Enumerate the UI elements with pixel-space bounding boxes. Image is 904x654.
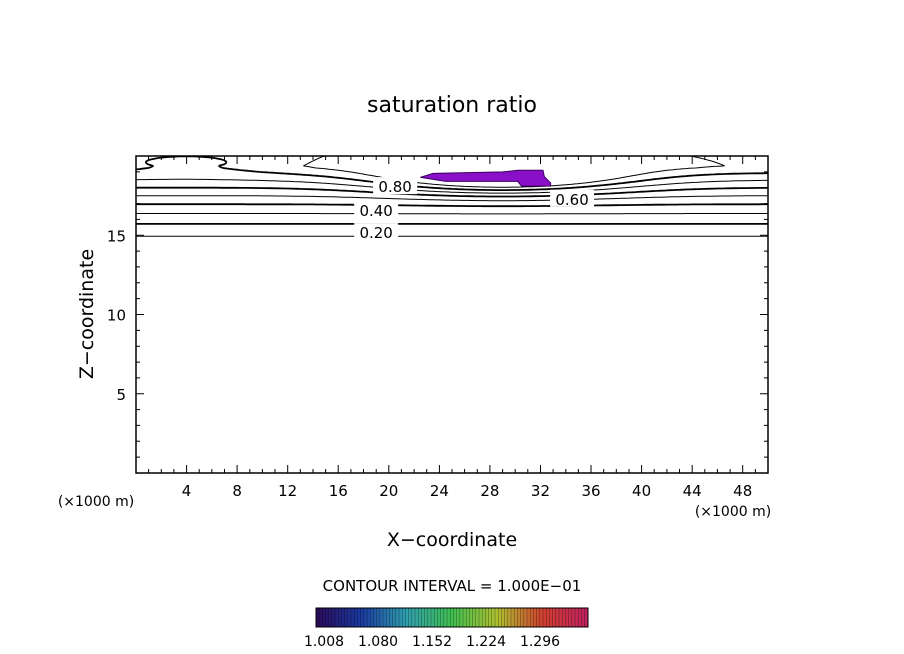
contour-line-8 bbox=[135, 155, 768, 191]
x-tick-label: 40 bbox=[632, 482, 651, 500]
supersaturated-patch bbox=[420, 169, 552, 187]
x-tick-label: 4 bbox=[182, 482, 192, 500]
contour-labels: 0.20 0.40 0.60 0.80 bbox=[354, 177, 595, 242]
colorbar-tick-label: 1.080 bbox=[358, 634, 398, 650]
x-tick-label: 16 bbox=[329, 482, 348, 500]
x-tick-label: 12 bbox=[278, 482, 297, 500]
x-tick-label: 32 bbox=[531, 482, 550, 500]
x-tick-label: 44 bbox=[683, 482, 702, 500]
x-tick-label: 48 bbox=[733, 482, 752, 500]
contour-label: 0.80 bbox=[378, 178, 411, 196]
x-tick-label: 20 bbox=[379, 482, 398, 500]
colorbar bbox=[315, 607, 589, 628]
x-unit-right: (×1000 m) bbox=[695, 504, 771, 520]
x-tick-label: 28 bbox=[480, 482, 499, 500]
contour-label-bg bbox=[354, 223, 399, 241]
x-axis-label: X−coordinate bbox=[387, 529, 517, 551]
supersaturated-region bbox=[420, 169, 552, 187]
colorbar-tick-label: 1.152 bbox=[412, 634, 452, 650]
contour-line-6 bbox=[136, 186, 768, 198]
contour-interval-text: CONTOUR INTERVAL = 1.000E−01 bbox=[323, 577, 582, 595]
x-tick-label: 24 bbox=[430, 482, 449, 500]
chart-title: saturation ratio bbox=[367, 93, 537, 118]
contour-label-bg bbox=[354, 200, 399, 218]
contour-lines bbox=[135, 155, 768, 237]
x-tick-label: 8 bbox=[232, 482, 242, 500]
contour-label-bg bbox=[550, 189, 595, 207]
y-tick-label: 5 bbox=[116, 386, 126, 404]
y-tick-label: 15 bbox=[107, 227, 126, 245]
contour-line-9 bbox=[303, 155, 725, 188]
contour-label: 0.20 bbox=[359, 224, 392, 242]
contour-line-4 bbox=[136, 203, 768, 208]
axis-ticks bbox=[136, 156, 768, 473]
colorbar-tick-labels: 1.008 1.080 1.152 1.224 1.296 bbox=[304, 634, 560, 650]
colorbar-gradient bbox=[315, 607, 589, 628]
x-tick-labels: 4 8 12 16 20 24 28 32 36 40 44 48 bbox=[182, 482, 752, 500]
contour-label-bg bbox=[373, 177, 418, 195]
y-tick-label: 10 bbox=[107, 307, 126, 325]
colorbar-tick-label: 1.008 bbox=[304, 634, 344, 650]
y-tick-labels: 5 10 15 bbox=[107, 227, 126, 404]
contour-label: 0.40 bbox=[359, 202, 392, 220]
contour-label: 0.60 bbox=[555, 191, 588, 209]
x-tick-label: 36 bbox=[581, 482, 600, 500]
x-unit-left: (×1000 m) bbox=[58, 494, 134, 510]
y-axis-label: Z−coordinate bbox=[76, 249, 98, 379]
colorbar-tick-label: 1.296 bbox=[520, 634, 560, 650]
colorbar-tick-label: 1.224 bbox=[466, 634, 506, 650]
